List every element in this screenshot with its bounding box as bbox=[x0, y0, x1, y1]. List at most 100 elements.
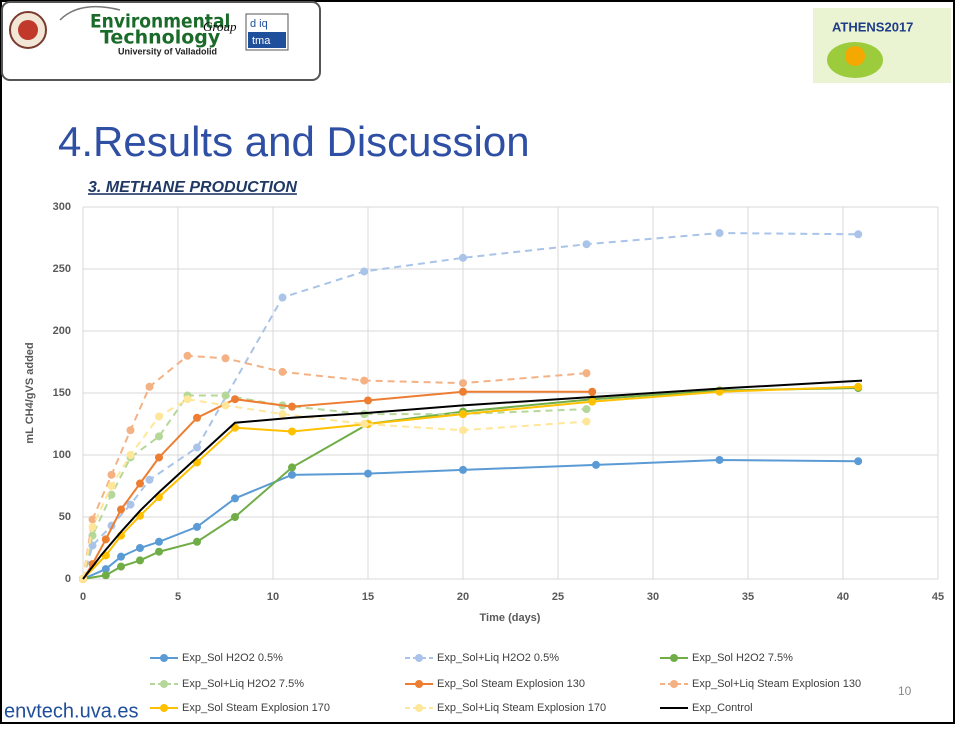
y-axis-label: mL CH4/gVS added bbox=[24, 342, 36, 443]
data-point bbox=[364, 396, 372, 405]
data-point bbox=[582, 240, 591, 249]
data-point bbox=[101, 571, 110, 580]
data-point bbox=[101, 535, 110, 544]
data-point bbox=[193, 413, 201, 422]
y-tick-label: 50 bbox=[59, 511, 71, 523]
y-tick-label: 100 bbox=[53, 449, 71, 461]
data-point bbox=[136, 556, 144, 565]
data-point bbox=[288, 470, 296, 479]
data-point bbox=[88, 515, 97, 524]
legend-marker bbox=[160, 680, 168, 688]
y-tick-label: 0 bbox=[65, 573, 71, 585]
legend-label: Exp_Sol+Liq H2O2 0.5% bbox=[437, 652, 559, 664]
group-line1: Environmental bbox=[90, 11, 230, 33]
legend-marker bbox=[160, 654, 168, 662]
data-point bbox=[117, 562, 125, 571]
section-heading: 3. METHANE PRODUCTION bbox=[88, 179, 297, 196]
legend-label: Exp_Sol Steam Explosion 130 bbox=[437, 678, 585, 690]
legend-marker bbox=[670, 680, 678, 688]
legend-marker bbox=[670, 654, 678, 662]
header-box bbox=[1, 1, 321, 81]
data-point bbox=[126, 451, 135, 459]
data-point bbox=[231, 395, 239, 404]
diq-top: d iq bbox=[250, 18, 268, 30]
data-point bbox=[183, 351, 192, 360]
legend-label: Exp_Sol+Liq Steam Explosion 170 bbox=[437, 702, 606, 714]
group-word: Group bbox=[203, 19, 237, 34]
data-point bbox=[101, 565, 110, 574]
data-point bbox=[588, 387, 597, 396]
university-name: University of Valladolid bbox=[118, 46, 217, 56]
x-tick-label: 40 bbox=[837, 591, 849, 603]
x-tick-label: 10 bbox=[267, 591, 279, 603]
data-point bbox=[459, 379, 467, 388]
legend-marker bbox=[415, 704, 423, 712]
y-tick-label: 150 bbox=[53, 387, 71, 399]
data-point bbox=[126, 426, 135, 435]
x-tick-label: 20 bbox=[457, 591, 469, 603]
data-point bbox=[459, 426, 467, 435]
series-line bbox=[82, 379, 863, 580]
data-point bbox=[459, 410, 467, 419]
athens-flower bbox=[845, 46, 865, 66]
legend-label: Exp_Sol Steam Explosion 170 bbox=[182, 702, 330, 714]
data-point bbox=[117, 505, 125, 514]
data-point bbox=[278, 293, 287, 302]
legend-label: Exp_Sol+Liq Steam Explosion 130 bbox=[692, 678, 861, 690]
data-point bbox=[278, 367, 287, 376]
data-point bbox=[155, 432, 163, 441]
data-point bbox=[459, 465, 467, 474]
data-point bbox=[155, 453, 163, 462]
data-point bbox=[126, 500, 135, 509]
data-point bbox=[155, 547, 163, 556]
data-point bbox=[582, 405, 591, 414]
data-point bbox=[193, 522, 201, 531]
x-tick-label: 0 bbox=[80, 591, 86, 603]
data-point bbox=[588, 397, 597, 406]
data-point bbox=[459, 253, 467, 262]
legend-label: Exp_Sol H2O2 0.5% bbox=[182, 652, 283, 664]
y-tick-label: 300 bbox=[53, 201, 71, 213]
diq-band bbox=[248, 32, 286, 48]
data-point bbox=[221, 401, 230, 410]
x-tick-label: 35 bbox=[742, 591, 754, 603]
data-point bbox=[221, 354, 230, 363]
data-point bbox=[136, 544, 144, 552]
data-point bbox=[715, 455, 724, 464]
diq-bottom: tma bbox=[252, 35, 271, 47]
legend-marker bbox=[415, 654, 423, 662]
data-point bbox=[288, 463, 296, 472]
y-tick-label: 250 bbox=[53, 263, 71, 275]
conference: ATHENS2017 bbox=[832, 19, 913, 34]
legend-marker bbox=[160, 704, 168, 712]
data-point bbox=[854, 457, 863, 466]
data-point bbox=[183, 395, 192, 404]
group-line2: Technology bbox=[100, 27, 221, 49]
data-point bbox=[117, 552, 125, 561]
data-point bbox=[278, 410, 287, 419]
data-point bbox=[155, 537, 163, 546]
data-point bbox=[364, 469, 372, 478]
data-point bbox=[288, 402, 296, 411]
data-point bbox=[459, 387, 467, 396]
data-point bbox=[854, 382, 863, 391]
data-point bbox=[854, 230, 863, 239]
data-point bbox=[582, 417, 591, 426]
data-point bbox=[715, 229, 724, 238]
x-axis-label: Time (days) bbox=[480, 612, 541, 624]
x-tick-label: 30 bbox=[647, 591, 659, 603]
y-tick-label: 200 bbox=[53, 325, 71, 337]
data-point bbox=[288, 427, 296, 436]
logo-swoosh bbox=[59, 5, 121, 21]
series-line bbox=[82, 232, 859, 580]
data-point bbox=[136, 479, 144, 488]
x-tick-label: 25 bbox=[552, 591, 564, 603]
data-point bbox=[107, 490, 116, 499]
seal-center bbox=[18, 20, 38, 40]
data-point bbox=[360, 420, 369, 428]
data-point bbox=[193, 443, 201, 452]
footer-url: envtech.uva.es bbox=[4, 700, 139, 722]
data-point bbox=[107, 482, 116, 490]
